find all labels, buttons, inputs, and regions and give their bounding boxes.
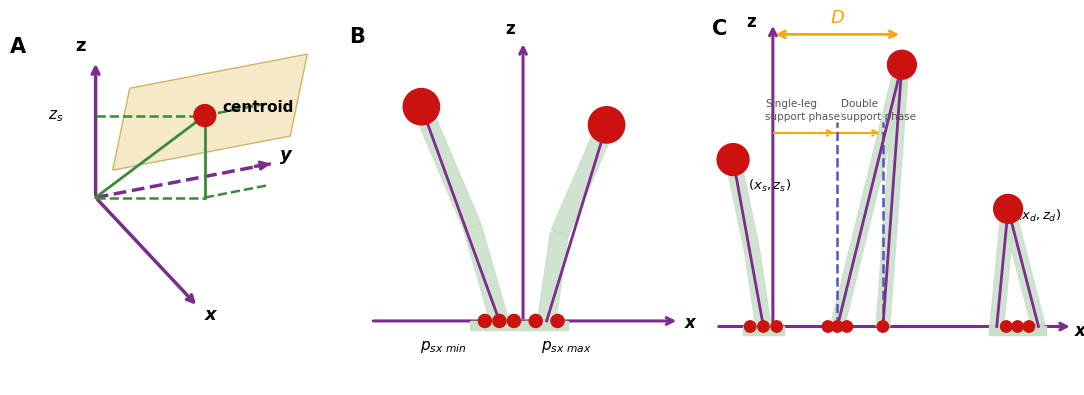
Circle shape [507, 314, 520, 327]
Text: B: B [349, 27, 364, 47]
Text: Double
support phase: Double support phase [841, 99, 916, 122]
Circle shape [771, 321, 783, 332]
Polygon shape [413, 103, 480, 230]
Polygon shape [990, 208, 1015, 327]
Circle shape [745, 321, 756, 332]
Text: x: x [205, 307, 217, 324]
Circle shape [529, 314, 542, 327]
Text: y: y [280, 146, 292, 164]
Text: $D$: $D$ [830, 9, 844, 27]
Circle shape [1001, 321, 1012, 332]
Text: A: A [10, 37, 26, 57]
Circle shape [551, 314, 564, 327]
Circle shape [841, 321, 852, 332]
Polygon shape [830, 63, 908, 328]
FancyBboxPatch shape [743, 327, 785, 335]
Text: centroid: centroid [222, 100, 294, 115]
Circle shape [403, 88, 439, 125]
Text: x: x [1074, 322, 1084, 340]
Circle shape [994, 194, 1022, 223]
Polygon shape [113, 54, 308, 170]
Circle shape [822, 321, 834, 332]
FancyBboxPatch shape [470, 321, 529, 330]
Circle shape [831, 321, 843, 332]
Polygon shape [1002, 207, 1045, 328]
Circle shape [1012, 321, 1023, 332]
Polygon shape [464, 224, 508, 324]
Text: Single-leg
support phase: Single-leg support phase [765, 99, 840, 122]
FancyBboxPatch shape [525, 321, 568, 330]
Circle shape [758, 321, 770, 332]
Circle shape [493, 314, 506, 327]
Circle shape [194, 105, 216, 126]
Text: z: z [505, 20, 515, 38]
Circle shape [589, 107, 624, 143]
Circle shape [877, 321, 889, 332]
Text: z: z [746, 13, 756, 31]
Text: z: z [75, 37, 86, 55]
Circle shape [718, 144, 749, 175]
Text: C: C [712, 19, 727, 39]
Circle shape [1023, 321, 1035, 332]
FancyBboxPatch shape [989, 327, 1046, 335]
Text: $p_{sx\ min}$: $p_{sx\ min}$ [420, 339, 466, 355]
Text: $(x_s, z_s)$: $(x_s, z_s)$ [748, 178, 791, 194]
Polygon shape [876, 64, 908, 327]
Circle shape [478, 314, 491, 327]
Text: x: x [685, 314, 695, 332]
Text: $(x_d, z_d)$: $(x_d, z_d)$ [1016, 208, 1061, 224]
Text: $p_{sx\ max}$: $p_{sx\ max}$ [541, 339, 592, 355]
Circle shape [888, 50, 916, 79]
Polygon shape [745, 250, 771, 327]
Text: $z_s$: $z_s$ [48, 108, 63, 124]
Polygon shape [538, 233, 568, 322]
Polygon shape [551, 121, 615, 237]
Polygon shape [725, 158, 760, 252]
